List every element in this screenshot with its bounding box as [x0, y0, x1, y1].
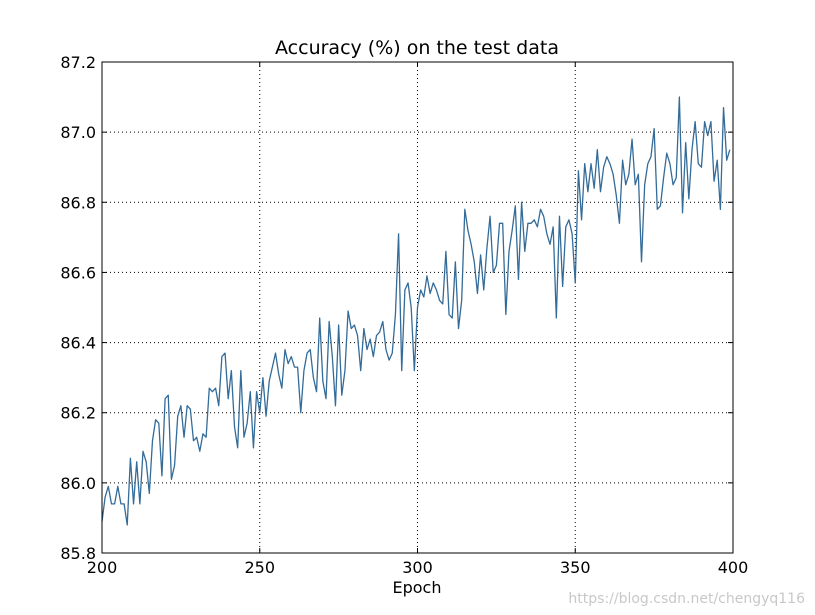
x-tick-label: 350 [560, 558, 591, 577]
x-tick-label: 300 [402, 558, 433, 577]
y-tick-label: 86.6 [60, 263, 96, 282]
x-tick-label: 250 [244, 558, 275, 577]
plot-area [101, 96, 731, 526]
y-tick-label: 86.8 [60, 193, 96, 212]
y-axis-ticks: 85.8 86.0 86.2 86.4 86.6 86.8 87.0 87.2 [60, 53, 733, 563]
y-tick-label: 87.2 [60, 53, 96, 72]
series-line [101, 96, 731, 526]
y-tick-label: 87.0 [60, 123, 96, 142]
chart-title: Accuracy (%) on the test data [275, 37, 559, 59]
x-tick-label: 200 [87, 558, 118, 577]
watermark: https://blog.csdn.net/chengyq116 [568, 591, 805, 607]
y-tick-label: 86.0 [60, 474, 96, 493]
plot-frame [101, 61, 734, 554]
y-tick-label: 86.2 [60, 404, 96, 423]
x-axis-ticks: 200 250 300 350 400 [87, 62, 749, 577]
y-tick-label: 86.4 [60, 334, 96, 353]
y-tick-label: 85.8 [60, 544, 96, 563]
x-axis-label: Epoch [393, 578, 442, 597]
x-tick-label: 400 [718, 558, 749, 577]
